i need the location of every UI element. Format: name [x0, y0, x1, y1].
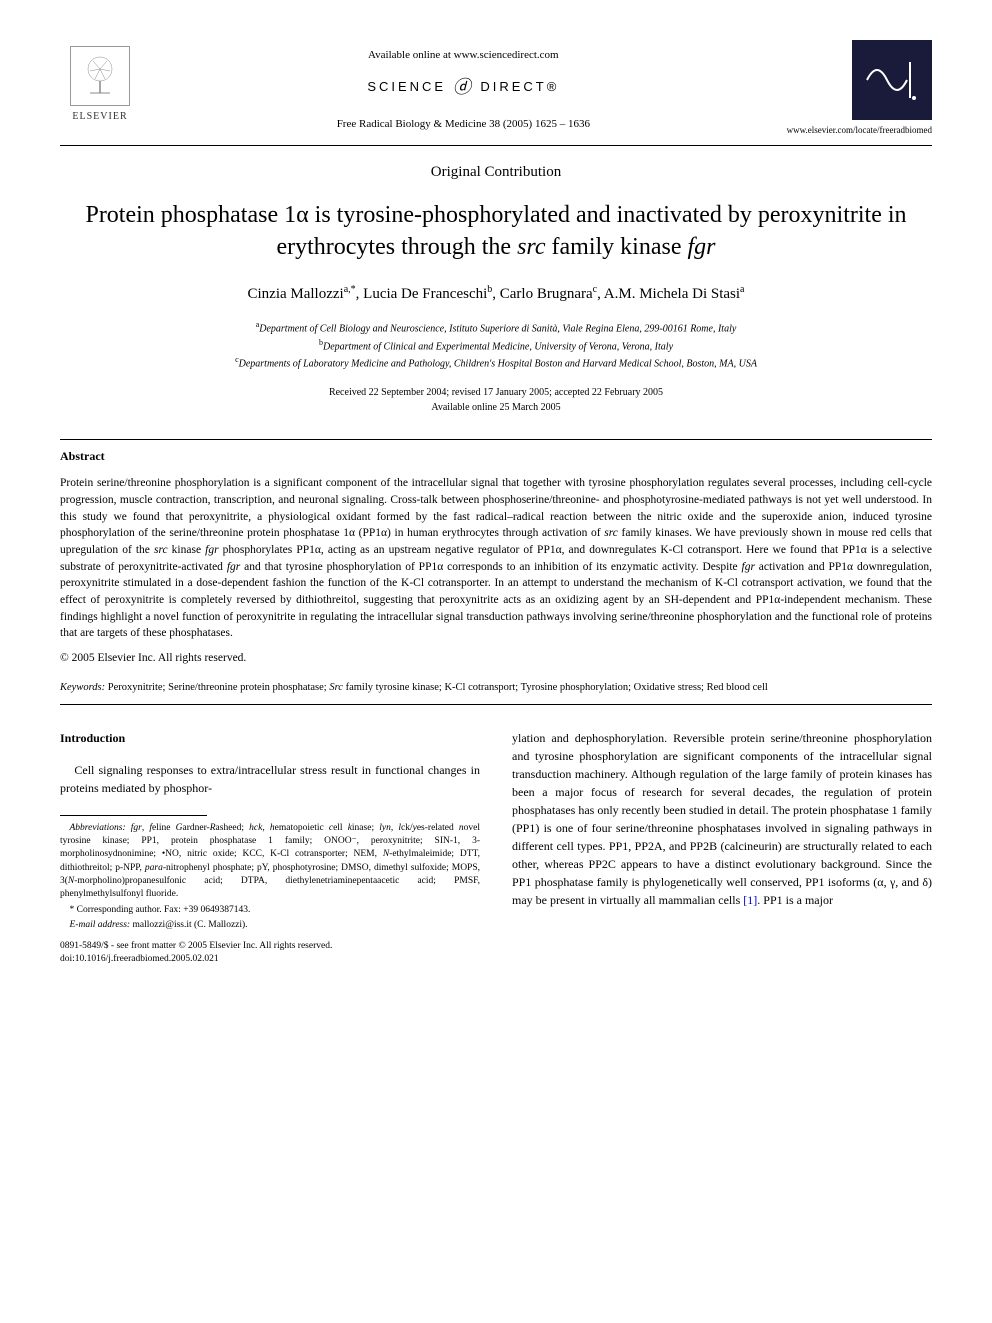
- email-footnote: E-mail address: mallozzi@iss.it (C. Mall…: [60, 919, 480, 932]
- left-column: Introduction Cell signaling responses to…: [60, 729, 480, 967]
- keywords: Keywords: Peroxynitrite; Serine/threonin…: [60, 680, 932, 696]
- title-part2: src: [517, 234, 545, 260]
- doi: doi:10.1016/j.freeradbiomed.2005.02.021: [60, 953, 480, 966]
- title-part3: family kinase: [546, 234, 688, 260]
- elsevier-tree-icon: [70, 46, 130, 106]
- abbrev-text: fgr, feline Gardner-Rasheed; hck, hemato…: [60, 823, 480, 899]
- page-header: ELSEVIER Available online at www.science…: [60, 40, 932, 137]
- abbreviations-footnote: Abbreviations: fgr, feline Gardner-Rashe…: [60, 822, 480, 902]
- footnote-rule: [60, 815, 207, 816]
- header-center: Available online at www.sciencedirect.co…: [140, 40, 787, 136]
- abstract-text: Protein serine/threonine phosphorylation…: [60, 475, 932, 642]
- footer-legal: 0891-5849/$ - see front matter © 2005 El…: [60, 940, 480, 967]
- author-4: A.M. Michela Di Stasi: [604, 286, 740, 302]
- abbrev-label: Abbreviations:: [70, 823, 126, 833]
- sd-prefix: SCIENCE: [367, 79, 446, 94]
- abstract-heading: Abstract: [60, 448, 932, 465]
- keywords-text: Peroxynitrite; Serine/threonine protein …: [105, 682, 768, 693]
- intro-col1-p1: Cell signaling responses to extra/intrac…: [60, 761, 480, 797]
- affiliations: aDepartment of Cell Biology and Neurosci…: [60, 319, 932, 371]
- introduction-heading: Introduction: [60, 729, 480, 747]
- header-rule: [60, 145, 932, 146]
- science-direct-logo: SCIENCE ⓓ DIRECT®: [140, 75, 787, 100]
- abstract-top-rule: [60, 439, 932, 440]
- abstract-copyright: © 2005 Elsevier Inc. All rights reserved…: [60, 650, 932, 666]
- affiliation-a: Department of Cell Biology and Neuroscie…: [259, 324, 736, 335]
- journal-logo: [852, 40, 932, 120]
- affiliation-c: Departments of Laboratory Medicine and P…: [239, 358, 757, 369]
- author-1: Cinzia Mallozzi: [247, 286, 343, 302]
- available-online-text: Available online at www.sciencedirect.co…: [140, 48, 787, 63]
- corresponding-author: * Corresponding author. Fax: +39 0649387…: [60, 904, 480, 917]
- front-matter: 0891-5849/$ - see front matter © 2005 El…: [60, 940, 480, 953]
- intro-col2-p1: ylation and dephosphorylation. Reversibl…: [512, 729, 932, 909]
- article-dates: Received 22 September 2004; revised 17 J…: [60, 385, 932, 415]
- sd-suffix: DIRECT®: [480, 79, 559, 94]
- author-4-sup: a: [740, 284, 744, 295]
- abstract-bottom-rule: [60, 704, 932, 705]
- article-title: Protein phosphatase 1α is tyrosine-phosp…: [60, 199, 932, 264]
- author-2-sup: b: [487, 284, 492, 295]
- author-2: Lucia De Franceschi: [363, 286, 487, 302]
- email-label: E-mail address:: [70, 920, 131, 930]
- email-value: mallozzi@iss.it (C. Mallozzi).: [130, 920, 247, 930]
- authors: Cinzia Mallozzia,*, Lucia De Franceschib…: [60, 283, 932, 305]
- body-two-column: Introduction Cell signaling responses to…: [60, 729, 932, 967]
- elsevier-logo: ELSEVIER: [60, 40, 140, 130]
- article-type: Original Contribution: [60, 162, 932, 183]
- right-column: ylation and dephosphorylation. Reversibl…: [512, 729, 932, 967]
- title-part1: Protein phosphatase 1α is tyrosine-phosp…: [85, 202, 906, 260]
- journal-url: www.elsevier.com/locate/freeradbiomed: [787, 124, 932, 137]
- elsevier-label: ELSEVIER: [72, 110, 127, 124]
- dates-line2: Available online 25 March 2005: [431, 402, 560, 413]
- keywords-label: Keywords:: [60, 682, 105, 693]
- author-3: Carlo Brugnara: [500, 286, 593, 302]
- sd-d-icon: ⓓ: [453, 77, 474, 97]
- journal-citation: Free Radical Biology & Medicine 38 (2005…: [140, 117, 787, 132]
- author-3-sup: c: [593, 284, 597, 295]
- footnotes: Abbreviations: fgr, feline Gardner-Rashe…: [60, 822, 480, 932]
- affiliation-b: Department of Clinical and Experimental …: [323, 341, 673, 352]
- header-right: www.elsevier.com/locate/freeradbiomed: [787, 40, 932, 137]
- author-1-sup: a,*: [344, 284, 356, 295]
- title-part4: fgr: [688, 234, 716, 260]
- dates-line1: Received 22 September 2004; revised 17 J…: [329, 387, 663, 398]
